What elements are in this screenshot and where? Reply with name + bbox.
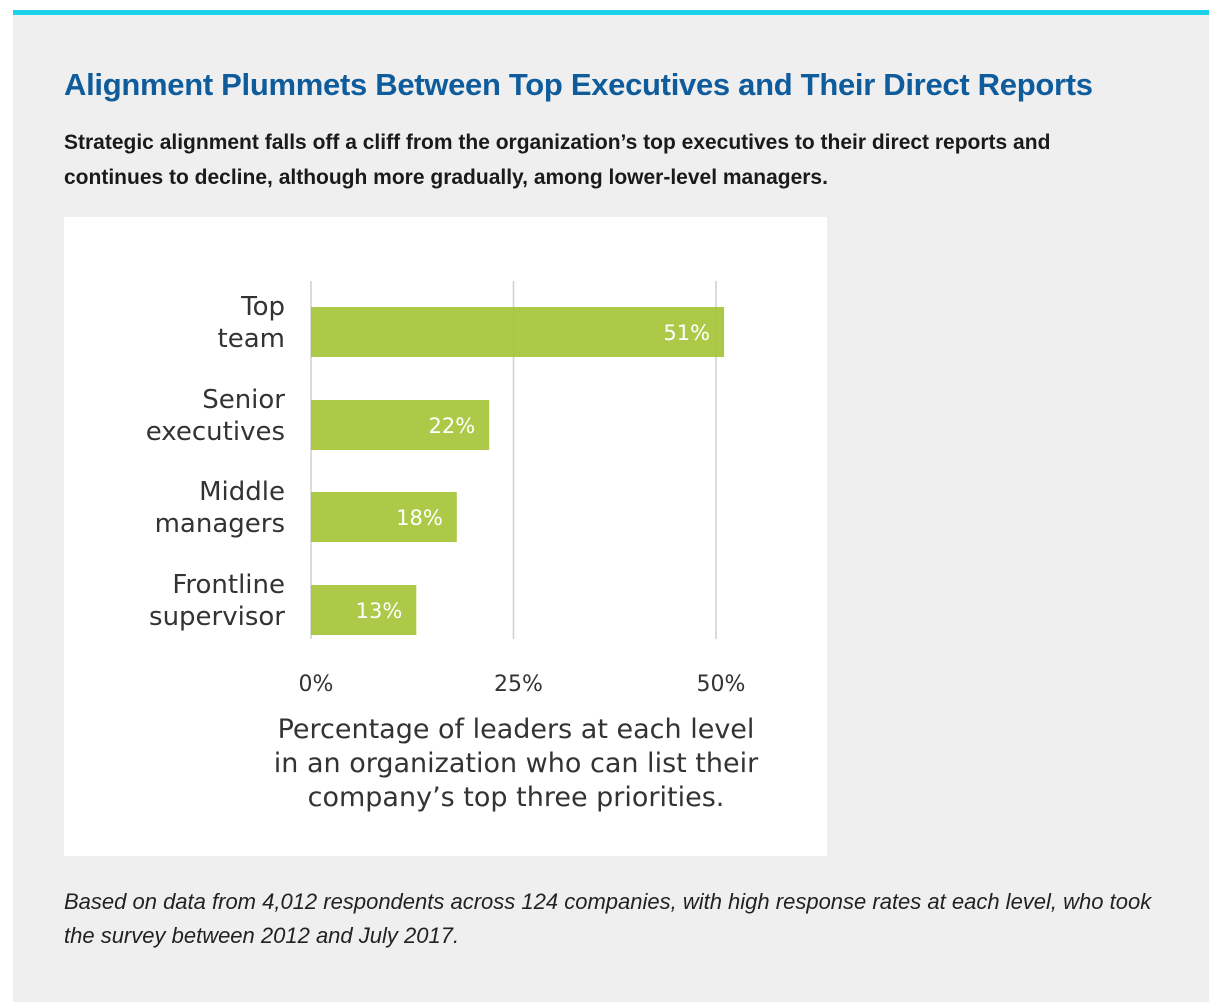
- bar-0: [311, 307, 725, 357]
- bar-1: [311, 400, 490, 450]
- category-label-3: Frontline supervisor: [149, 570, 285, 632]
- category-label-2: Middle managers: [155, 477, 285, 539]
- x-tick-label-0: 0%: [299, 672, 334, 697]
- x-tick-label-25: 25%: [494, 672, 543, 697]
- footnote: Based on data from 4,012 respondents acr…: [64, 889, 1152, 948]
- bar-3: [311, 585, 417, 635]
- value-label-1: 22%: [429, 414, 476, 438]
- category-label-0: Top team: [218, 292, 285, 354]
- value-label-0: 51%: [663, 321, 710, 345]
- chart-subtitle: Strategic alignment falls off a cliff fr…: [64, 131, 1051, 189]
- x-axis-title: Percentage of leaders at each level in an…: [274, 714, 759, 813]
- value-label-2: 18%: [396, 506, 443, 530]
- infographic-panel: Alignment Plummets Between Top Executive…: [13, 10, 1209, 1002]
- chart-title: Alignment Plummets Between Top Executive…: [64, 67, 1093, 102]
- bar-2: [311, 492, 457, 542]
- category-label-1: Senior executives: [146, 385, 286, 447]
- chart-area: 51% Top team 22% Senior executives 18% Middle ma…: [64, 217, 827, 856]
- value-label-3: 13%: [356, 599, 403, 623]
- x-tick-label-50: 50%: [697, 672, 746, 697]
- bar-chart: 51% Top team 22% Senior executives 18% Middle ma…: [146, 281, 759, 813]
